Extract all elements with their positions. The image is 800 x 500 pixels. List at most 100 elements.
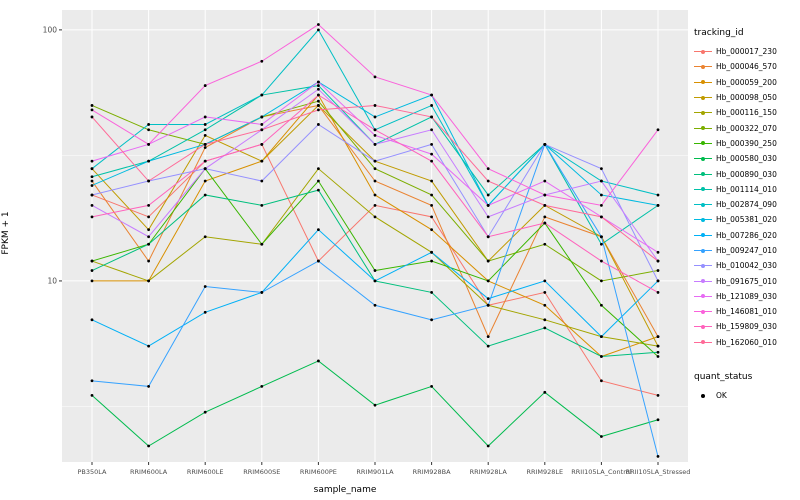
data-point	[373, 115, 377, 119]
data-point	[543, 179, 547, 183]
data-point	[600, 203, 603, 207]
data-point	[373, 104, 377, 107]
data-point	[543, 142, 547, 146]
data-point	[90, 393, 94, 397]
data-point	[600, 335, 603, 339]
data-point	[430, 128, 433, 132]
data-point	[317, 80, 320, 84]
data-point	[656, 418, 660, 422]
data-point	[600, 235, 603, 239]
legend-item: Hb_121089_030	[694, 289, 800, 304]
data-point	[317, 123, 320, 126]
data-point	[203, 167, 207, 171]
line-key-icon	[694, 152, 712, 165]
data-point	[600, 355, 603, 358]
data-point	[656, 128, 660, 132]
data-point	[430, 159, 433, 163]
data-point	[90, 167, 94, 171]
data-point	[260, 159, 264, 163]
line-key-icon	[694, 305, 712, 318]
legend-label: Hb_009247_010	[716, 246, 777, 255]
data-point	[430, 250, 433, 254]
data-point	[430, 142, 433, 146]
data-point	[147, 203, 151, 207]
data-point	[317, 359, 320, 363]
data-point	[486, 335, 490, 339]
data-point	[656, 455, 660, 458]
data-point	[373, 269, 377, 272]
data-point	[373, 142, 377, 146]
data-point	[430, 318, 433, 322]
data-point	[203, 179, 207, 183]
data-point	[90, 279, 94, 283]
data-point	[90, 179, 94, 183]
data-point	[317, 84, 320, 87]
data-point	[147, 159, 151, 163]
x-axis-title: sample_name	[313, 485, 377, 495]
legend-item: Hb_000098_050	[694, 90, 800, 105]
legend-item: Hb_162060_010	[694, 335, 800, 350]
x-tick-label: RRIM600SE	[243, 468, 280, 476]
legend-item-ok: OK	[694, 388, 800, 403]
x-tick-label: RRII105LA_Stressed	[626, 468, 691, 476]
data-point	[90, 104, 94, 107]
data-point	[373, 128, 377, 132]
data-point	[147, 179, 151, 183]
x-tick-label: RRIM600LA	[130, 468, 168, 476]
legend-label: Hb_000322_070	[716, 123, 777, 133]
legend-item: Hb_159809_030	[694, 319, 800, 334]
data-point	[373, 203, 377, 207]
line-key-icon	[694, 122, 712, 135]
legend-item: Hb_000046_570	[694, 59, 800, 74]
line-key-icon	[694, 259, 712, 272]
line-key-icon	[694, 290, 712, 303]
legend-item: Hb_000890_030	[694, 166, 800, 181]
legend-item: Hb_091675_010	[694, 273, 800, 288]
data-point	[317, 167, 320, 171]
data-point	[486, 235, 490, 239]
data-point	[543, 291, 547, 294]
line-key-icon	[694, 106, 712, 119]
data-point	[486, 215, 490, 219]
data-point	[430, 228, 433, 232]
legend-label: Hb_000059_200	[716, 77, 777, 87]
x-tick-label: RRII105LA_Control	[571, 468, 631, 476]
line-key-icon	[694, 91, 712, 104]
data-point	[90, 203, 94, 207]
legend-title-quant-status: quant_status	[694, 371, 753, 382]
data-point	[90, 193, 94, 197]
data-point	[656, 279, 660, 283]
data-point	[543, 303, 547, 307]
data-point	[430, 203, 433, 207]
data-point	[317, 259, 320, 263]
y-axis-title: FPKM + 1	[1, 211, 11, 255]
data-point	[203, 310, 207, 314]
data-point	[260, 93, 264, 97]
legend-item: Hb_000017_230	[694, 44, 800, 59]
legend-label: Hb_159809_030	[716, 322, 777, 332]
legend-item: Hb_000390_250	[694, 136, 800, 151]
line-key-icon	[694, 168, 712, 181]
data-point	[373, 215, 377, 219]
point-key-icon	[694, 389, 712, 402]
data-point	[317, 23, 320, 26]
line-key-icon	[694, 229, 712, 242]
data-point	[600, 179, 603, 183]
data-point	[203, 133, 207, 137]
data-point	[317, 28, 320, 32]
data-point	[373, 193, 377, 197]
data-point	[203, 128, 207, 132]
x-tick-label: RRIM600LE	[187, 468, 224, 476]
legend-item: Hb_146081_010	[694, 304, 800, 319]
data-point	[373, 75, 377, 79]
legend-item: Hb_005381_020	[694, 212, 800, 227]
line-key-icon	[694, 244, 712, 257]
legend-label: Hb_146081_010	[716, 307, 777, 317]
data-point	[203, 142, 207, 146]
data-point	[317, 179, 320, 183]
data-point	[656, 350, 660, 354]
data-point	[373, 279, 377, 283]
y-tick-label: 100	[43, 25, 58, 34]
data-point	[486, 193, 490, 197]
data-point	[486, 303, 490, 307]
